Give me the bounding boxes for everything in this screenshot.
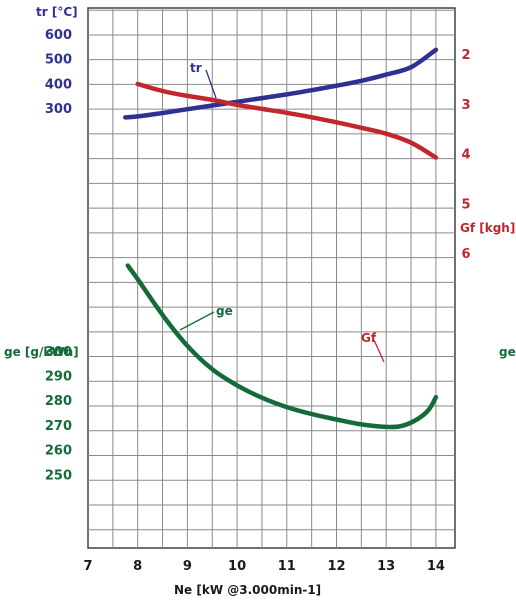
series-line-ge bbox=[125, 263, 439, 430]
x-tick-label: 10 bbox=[228, 559, 246, 574]
tr-axis-label: tr [°C] bbox=[36, 5, 78, 19]
ge-axis-label: ge [g/kWh] bbox=[4, 345, 79, 359]
ge-tick-label: 280 bbox=[45, 394, 72, 409]
x-tick-label: 12 bbox=[327, 559, 345, 574]
annotations: tr ge Gf bbox=[179, 61, 385, 363]
tick-labels: 7 8 9 10 11 12 13 14 300 400 500 600 250 260 270 280 290… bbox=[45, 28, 471, 574]
x-tick-label: 7 bbox=[83, 559, 92, 574]
ge-tick-label: 260 bbox=[45, 444, 72, 459]
tr-tick-label: 500 bbox=[45, 53, 72, 68]
gf-tick-label: 6 bbox=[461, 247, 470, 262]
x-tick-label: 9 bbox=[183, 559, 192, 574]
x-tick-label: 11 bbox=[278, 559, 296, 574]
grid bbox=[87, 7, 456, 549]
gf-tick-label: 3 bbox=[461, 98, 470, 113]
gf-axis-label: Gf [kgh] bbox=[460, 221, 515, 235]
ge-tick-label: 290 bbox=[45, 370, 72, 385]
tr-tick-label: 400 bbox=[45, 77, 72, 92]
x-tick-label: 8 bbox=[133, 559, 142, 574]
annotation-ge: ge bbox=[216, 304, 233, 318]
gf-tick-label: 5 bbox=[461, 197, 470, 212]
annotation-leader bbox=[373, 339, 385, 363]
x-tick-label: 14 bbox=[427, 559, 445, 574]
ge-tick-label: 250 bbox=[45, 468, 72, 483]
gf-tick-label: 2 bbox=[461, 48, 470, 63]
gf-tick-label: 4 bbox=[461, 148, 470, 163]
ge-tick-label: 270 bbox=[45, 419, 72, 434]
ge-right-axis-label: ge bbox=[499, 345, 516, 359]
tr-tick-label: 600 bbox=[45, 28, 72, 43]
annotation-leader bbox=[205, 69, 217, 99]
ge-tick-label: 300 bbox=[45, 345, 72, 360]
x-axis-label: Ne [kW @3.000min-1] bbox=[174, 583, 321, 597]
curves bbox=[123, 47, 439, 430]
plot-frame bbox=[87, 7, 456, 549]
series-line-gf bbox=[135, 81, 439, 160]
annotation-leader bbox=[179, 311, 215, 331]
tr-tick-label: 300 bbox=[45, 102, 72, 117]
x-tick-label: 13 bbox=[377, 559, 395, 574]
series-line-tr bbox=[123, 47, 439, 120]
annotation-tr: tr bbox=[190, 61, 202, 75]
annotation-gf: Gf bbox=[361, 331, 377, 345]
